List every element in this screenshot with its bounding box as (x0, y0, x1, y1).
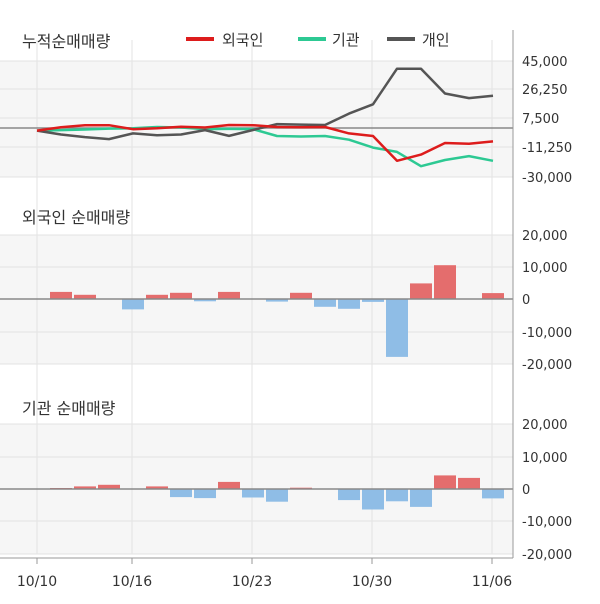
panel-cumulative-background (0, 61, 513, 177)
foreign-net-bar (434, 265, 456, 299)
y-tick-label: -10,000 (522, 515, 572, 530)
y-tick-label: 0 (522, 293, 530, 308)
legend-institution-label: 기관 (332, 31, 360, 49)
legend: 외국인 기관 개인 (186, 31, 450, 49)
x-tick-label: 10/30 (352, 574, 392, 590)
cumulative-line-series (36, 67, 494, 168)
y-tick-label: 0 (522, 483, 530, 498)
y-tick-label: 10,000 (522, 261, 568, 276)
institution-net-bar (362, 489, 384, 510)
y-tick-label: -11,250 (522, 141, 572, 156)
x-axis-ticks (36, 558, 493, 564)
x-tick-label: 10/10 (17, 574, 57, 590)
foreign-net-bar (290, 292, 312, 299)
y-tick-label: -20,000 (522, 358, 572, 373)
institution-net-bar (98, 484, 120, 489)
y-tick-label: -10,000 (522, 326, 572, 341)
foreign-net-bar (410, 283, 432, 299)
y-tick-label: 26,250 (522, 83, 568, 98)
institution-net-bar (170, 489, 192, 498)
institution-net-bar (194, 489, 216, 499)
institution-net-bar (242, 489, 264, 498)
foreign-net-bar (74, 294, 96, 299)
cumulative-panel-title: 누적순매매량 (22, 32, 111, 51)
foreign-net-bar (338, 299, 360, 309)
horizontal-gridlines (0, 60, 513, 555)
y-tick-label: 20,000 (522, 418, 568, 433)
foreign-net-bar (218, 291, 240, 300)
institution-net-bar (434, 475, 456, 490)
foreign-net-bar (266, 299, 288, 302)
foreign-net-bar (314, 299, 336, 307)
institution-net-bar (74, 486, 96, 489)
y-tick-label: 45,000 (522, 55, 568, 70)
institution-net-bar (410, 489, 432, 507)
institution-net-bar (482, 489, 504, 499)
foreign-net-bar (194, 299, 216, 302)
institution-net-bar (218, 481, 240, 490)
y-tick-label: 10,000 (522, 451, 568, 466)
institution-net-bar (458, 477, 480, 489)
foreign-net-bar (482, 293, 504, 299)
vertical-gridlines (36, 40, 493, 554)
cumulative-y-axis-labels: 45,000 26,250 7,500 -11,250 -30,000 (522, 55, 572, 186)
institution-cumulative-line (36, 125, 494, 168)
institution-y-axis-labels: 20,000 10,000 0 -10,000 -20,000 (522, 418, 572, 563)
foreign-cumulative-line (36, 123, 494, 163)
foreign-net-bar (122, 299, 144, 310)
x-tick-label: 10/23 (232, 574, 272, 590)
foreign-net-bar (170, 292, 192, 299)
institution-net-bar (386, 489, 408, 502)
foreign-net-bar (386, 299, 408, 357)
x-tick-label: 10/16 (112, 574, 152, 590)
x-axis-labels: 10/10 10/16 10/23 10/30 11/06 (17, 574, 512, 590)
foreign-net-bar (146, 294, 168, 299)
institution-net-bar (338, 489, 360, 501)
y-tick-label: 20,000 (522, 229, 568, 244)
institution-net-bar (266, 489, 288, 502)
legend-foreign-label: 외국인 (222, 31, 263, 49)
legend-individual-label: 개인 (422, 31, 450, 49)
foreign-panel-title: 외국인 순매매량 (22, 208, 130, 227)
institution-panel-title: 기관 순매매량 (22, 399, 116, 418)
institution-net-bar (146, 486, 168, 489)
foreign-net-bar (50, 291, 72, 300)
y-tick-label: -20,000 (522, 548, 572, 563)
y-tick-label: -30,000 (522, 171, 572, 186)
x-tick-label: 11/06 (472, 574, 512, 590)
y-tick-label: 7,500 (522, 112, 559, 127)
foreign-bar-series (50, 265, 504, 357)
foreign-y-axis-labels: 20,000 10,000 0 -10,000 -20,000 (522, 229, 572, 373)
foreign-net-bar (362, 299, 384, 302)
